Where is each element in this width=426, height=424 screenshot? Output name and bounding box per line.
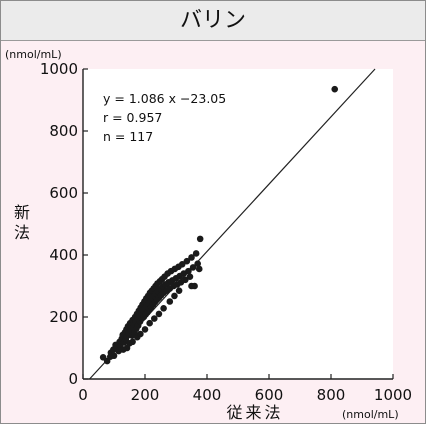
data-point bbox=[183, 257, 191, 265]
data-point bbox=[166, 298, 174, 305]
data-points bbox=[99, 85, 339, 365]
data-point bbox=[171, 292, 178, 300]
x-tick-label: 1000 bbox=[374, 386, 412, 404]
data-point bbox=[185, 267, 192, 275]
data-point bbox=[189, 264, 197, 271]
data-point bbox=[195, 265, 203, 273]
data-point bbox=[196, 235, 204, 243]
chart-title: バリン bbox=[179, 8, 246, 33]
data-point bbox=[151, 315, 158, 322]
data-point bbox=[115, 347, 122, 355]
data-point bbox=[331, 85, 339, 93]
stat-annotation: r = 0.957 bbox=[103, 110, 162, 125]
x-tick-label: 600 bbox=[255, 386, 284, 404]
data-point bbox=[188, 254, 195, 261]
data-point bbox=[178, 261, 186, 268]
data-point bbox=[194, 260, 201, 267]
y-tick-label: 400 bbox=[49, 246, 78, 264]
x-axis-label: 従来法 bbox=[226, 403, 283, 422]
y-tick-label: 0 bbox=[68, 370, 78, 388]
y-tick-label: 600 bbox=[49, 184, 78, 202]
y-tick-label: 800 bbox=[49, 122, 78, 140]
x-unit-label: (nmol/mL) bbox=[342, 408, 399, 421]
data-point bbox=[129, 338, 136, 346]
data-point bbox=[182, 276, 189, 284]
y-tick-label: 200 bbox=[49, 308, 78, 326]
chart-text: y = 1.086 x −23.05 r = 0.957 n = 117 (nmol/… bbox=[5, 48, 399, 422]
data-point bbox=[106, 353, 114, 360]
title-bar: バリン bbox=[1, 1, 425, 41]
y-tick-label: 1000 bbox=[40, 60, 78, 78]
y-axis-label: 新法 bbox=[14, 203, 30, 242]
data-point bbox=[146, 319, 153, 327]
stat-annotation: n = 117 bbox=[103, 129, 153, 144]
data-point bbox=[155, 310, 163, 318]
axes: 0 200 400 600 800 1000 0 200 400 600 800 1000 bbox=[40, 60, 412, 404]
data-point bbox=[175, 287, 183, 294]
x-tick-label: 0 bbox=[78, 386, 88, 404]
data-point bbox=[137, 330, 144, 338]
data-point bbox=[141, 326, 149, 333]
data-point bbox=[188, 282, 195, 290]
data-point bbox=[192, 250, 200, 257]
stat-annotation: y = 1.086 x −23.05 bbox=[103, 91, 226, 106]
x-tick-label: 400 bbox=[193, 386, 222, 404]
x-tick-label: 800 bbox=[317, 386, 346, 404]
data-point bbox=[160, 305, 167, 312]
data-point bbox=[186, 273, 194, 281]
x-tick-label: 200 bbox=[131, 386, 160, 404]
y-unit-label: (nmol/mL) bbox=[5, 48, 62, 61]
